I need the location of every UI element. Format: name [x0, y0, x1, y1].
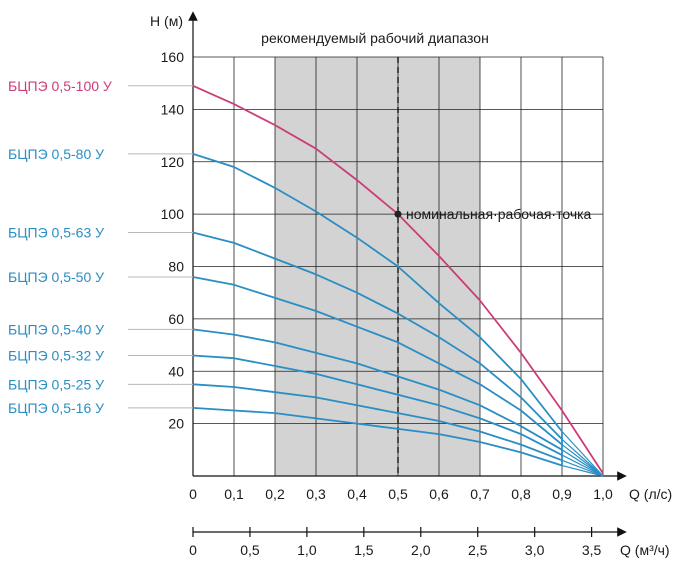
- x-tick-label: 0,7: [470, 486, 490, 502]
- x2-tick-label: 2,5: [468, 542, 488, 558]
- series-label: БЦПЭ 0,5-80 У: [8, 146, 104, 162]
- x2-tick-label: 0: [189, 542, 197, 558]
- series-label: БЦПЭ 0,5-50 У: [8, 269, 104, 285]
- x-tick-label: 0,8: [511, 486, 531, 502]
- x-tick-label: 0,5: [388, 486, 408, 502]
- x-tick-label: 0,3: [306, 486, 326, 502]
- nominal-point-marker: [394, 210, 402, 218]
- x2-tick-label: 0,5: [240, 542, 260, 558]
- series-curve: [192, 407, 563, 467]
- y-tick-label: 80: [168, 259, 184, 275]
- y-axis-label: H (м): [150, 13, 183, 29]
- x2-tick-label: 1,0: [297, 542, 317, 558]
- nominal-point-label: номинальная·рабочая·точка: [406, 206, 592, 222]
- y-tick-label: 120: [161, 154, 185, 170]
- series-curve: [192, 328, 563, 451]
- series-tail: [561, 459, 604, 477]
- series-curve: [192, 383, 563, 462]
- series-curve: [192, 354, 563, 456]
- series-label: БЦПЭ 0,5-63 У: [8, 224, 104, 240]
- series-tail: [561, 444, 604, 477]
- x-axis-label: Q (л/с): [629, 486, 672, 502]
- series-curve: [192, 276, 563, 446]
- series-tail: [561, 431, 604, 477]
- x-tick-label: 1,0: [593, 486, 613, 502]
- series-label: БЦПЭ 0,5-100 У: [8, 78, 112, 94]
- x-tick-label: 0,2: [265, 486, 285, 502]
- series-tail: [561, 438, 604, 477]
- x-tick-label: 0,1: [224, 486, 244, 502]
- x-tick-label: 0: [189, 486, 197, 502]
- series-tail: [561, 464, 604, 477]
- y-tick-label: 160: [161, 49, 185, 65]
- x-tick-label: 0,9: [552, 486, 572, 502]
- x-tick-label: 0,4: [347, 486, 367, 502]
- y-tick-label: 100: [161, 206, 185, 222]
- chart-title: рекомендуемый рабочий диапазон: [261, 30, 489, 46]
- y-tick-label: 140: [161, 101, 185, 117]
- series-label: БЦПЭ 0,5-32 У: [8, 348, 104, 364]
- x-tick-label: 0,6: [429, 486, 449, 502]
- y-tick-label: 60: [168, 311, 184, 327]
- series-label: БЦПЭ 0,5-40 У: [8, 321, 104, 337]
- series-tail: [561, 454, 604, 477]
- x2-tick-label: 1,5: [354, 542, 374, 558]
- x2-tick-label: 2,0: [411, 542, 431, 558]
- series-curve: [192, 153, 563, 433]
- x2-axis-label: Q (м³/ч): [620, 542, 670, 558]
- y-tick-label: 20: [168, 416, 184, 432]
- y-tick-label: 40: [168, 363, 184, 379]
- series-label: БЦПЭ 0,5-16 У: [8, 400, 104, 416]
- x2-tick-label: 3,0: [525, 542, 545, 558]
- series-label: БЦПЭ 0,5-25 У: [8, 376, 104, 392]
- series-curve: [192, 231, 563, 440]
- x2-tick-label: 3,5: [582, 542, 602, 558]
- series-tail: [561, 449, 604, 477]
